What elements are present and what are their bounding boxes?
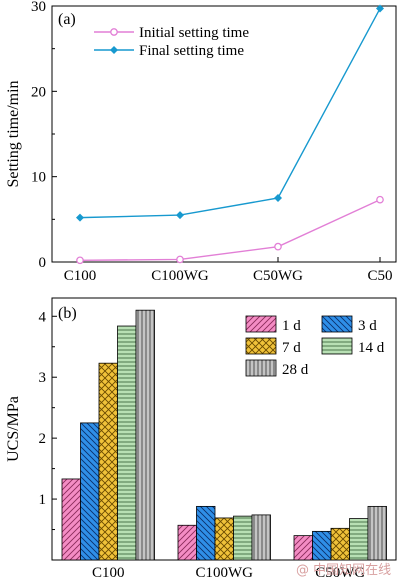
legend-swatch-diag-down — [245, 315, 277, 333]
x-tick-label-a: C100WG — [151, 268, 209, 284]
legend-label-b: 3 d — [358, 318, 377, 334]
bar-horizontal — [117, 325, 137, 561]
bar-vertical — [135, 309, 155, 561]
legend-swatch-cross — [245, 337, 277, 355]
bar-horizontal — [233, 515, 253, 561]
watermark-text: @ 中国知网在线 — [296, 562, 391, 578]
chart-panel-a: 0 10 20 30 C100 C100WG C50WG C50 (a) Setting time… — [5, 0, 397, 284]
panel-label-b: (b) — [58, 305, 77, 322]
series-line-1 — [79, 199, 381, 261]
y-axis-label-a: Setting time/min — [5, 80, 22, 187]
x-tick-label-a: C50WG — [253, 268, 303, 284]
y-tick-label-a: 10 — [31, 170, 46, 186]
y-tick-label-b: 3 — [39, 370, 47, 386]
legend-label-b: 7 d — [282, 340, 301, 356]
chart-panel-b: 1 2 3 4 C100 C100WG C50WG (b) UCS/MPa 1 d 3 d 7 d 14… — [5, 297, 397, 579]
legend-label-b: 1 d — [282, 318, 301, 334]
bar-vertical — [367, 505, 387, 561]
bar-vertical — [251, 514, 271, 561]
legend-swatch-horizontal — [321, 337, 353, 355]
bar-diag-up — [80, 422, 100, 561]
bar-diag-up — [312, 530, 332, 561]
legend-marker-final — [110, 46, 118, 54]
y-tick-label-b: 4 — [39, 309, 47, 325]
data-point-initial — [376, 195, 384, 204]
data-point-final — [274, 194, 282, 202]
y-tick-label-a: 30 — [31, 0, 46, 15]
panel-label-a: (a) — [58, 11, 76, 28]
data-point-final — [176, 211, 184, 220]
y-tick-label-b: 1 — [39, 492, 47, 508]
legend-label-b: 14 d — [358, 340, 385, 356]
y-axis-label-b: UCS/MPa — [5, 396, 22, 462]
bar-diag-up — [196, 505, 216, 561]
data-point-final — [76, 213, 84, 222]
y-tick-label-a: 0 — [39, 255, 47, 271]
bar-cross — [330, 527, 350, 561]
bar-diag-down — [61, 478, 81, 561]
bar-diag-down — [177, 524, 197, 561]
x-tick-label-a: C50 — [367, 268, 392, 284]
series-line-2 — [79, 8, 381, 219]
x-tick-label-b: C100 — [92, 565, 125, 579]
bar-horizontal — [349, 518, 369, 561]
data-point-initial — [76, 256, 84, 265]
bar-cross — [98, 362, 118, 561]
x-tick-label-b: C50WG — [315, 565, 365, 579]
data-point-initial — [176, 255, 184, 264]
legend-swatch-vertical — [245, 359, 277, 377]
x-tick-label-a: C100 — [64, 268, 97, 284]
data-point-initial — [274, 242, 282, 251]
legend-label-b: 28 d — [282, 362, 309, 378]
bar-diag-down — [293, 535, 313, 561]
legend-swatch-diag-up — [321, 315, 353, 333]
y-tick-label-a: 20 — [31, 84, 46, 100]
legend-label-2: Final setting time — [139, 43, 244, 59]
x-tick-label-b: C100WG — [196, 565, 254, 579]
bar-cross — [214, 517, 234, 561]
data-point-final — [376, 4, 384, 13]
legend-marker-initial — [110, 28, 118, 36]
legend-label-1: Initial setting time — [139, 25, 249, 41]
y-tick-label-b: 2 — [39, 431, 47, 447]
